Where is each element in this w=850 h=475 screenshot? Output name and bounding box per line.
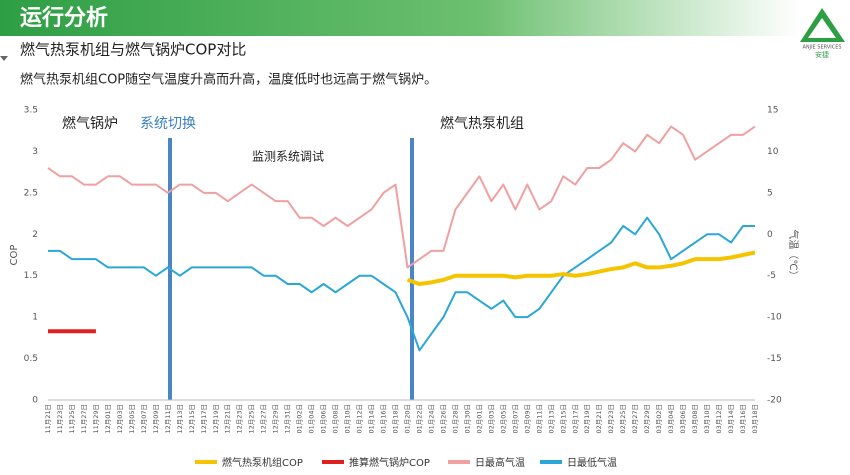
y-tick-label: 0.5 bbox=[24, 354, 38, 364]
y2-tick-label: -5 bbox=[767, 271, 776, 281]
y2-tick-label: 10 bbox=[767, 147, 779, 157]
annotation: 系统切换 bbox=[140, 115, 196, 132]
y2-tick-label: 15 bbox=[767, 106, 778, 116]
x-tick-label: 02月03日 bbox=[487, 404, 495, 434]
legend-label: 日最高气温 bbox=[475, 456, 525, 469]
x-tick-label: 02月13日 bbox=[547, 404, 555, 434]
y-tick-label: 3 bbox=[32, 147, 38, 157]
x-tick-label: 12月19日 bbox=[212, 404, 220, 434]
x-tick-label: 02月15日 bbox=[559, 404, 567, 434]
x-tick-label: 02月09日 bbox=[523, 404, 531, 434]
x-tick-label: 12月15日 bbox=[188, 404, 196, 434]
y2-tick-label: -20 bbox=[767, 396, 782, 406]
x-tick-label: 11月27日 bbox=[80, 404, 88, 434]
x-tick-label: 01月04日 bbox=[308, 404, 316, 434]
legend-label: 燃气热泵机组COP bbox=[222, 456, 303, 469]
y-tick-label: 1 bbox=[32, 313, 38, 323]
x-tick-label: 01月22日 bbox=[415, 404, 423, 434]
x-tick-label: 01月24日 bbox=[427, 404, 435, 434]
x-tick-label: 12月27日 bbox=[260, 404, 268, 434]
y2-tick-label: -10 bbox=[767, 313, 782, 323]
x-tick-label: 01月18日 bbox=[392, 404, 400, 434]
x-tick-label: 03月02日 bbox=[655, 404, 663, 434]
x-tick-label: 02月01日 bbox=[475, 404, 483, 434]
y2-tick-label: -15 bbox=[767, 354, 782, 364]
x-tick-label: 03月14日 bbox=[727, 404, 735, 434]
x-tick-label: 01月28日 bbox=[451, 404, 459, 434]
y-tick-label: 1.5 bbox=[24, 271, 38, 281]
legend-label: 推算燃气锅炉COP bbox=[349, 456, 430, 469]
series-line bbox=[48, 216, 755, 352]
description: 燃气热泵机组COP随空气温度升高而升高，温度低时也远高于燃气锅炉。 bbox=[20, 72, 437, 88]
x-tick-label: 12月17日 bbox=[200, 404, 208, 434]
x-tick-label: 01月10日 bbox=[344, 404, 352, 434]
x-tick-label: 02月23日 bbox=[607, 404, 615, 434]
x-tick-label: 12月29日 bbox=[272, 404, 280, 434]
title: 运行分析 bbox=[20, 5, 108, 31]
annotation: 监测系统调试 bbox=[252, 149, 324, 164]
x-tick-label: 03月08日 bbox=[691, 404, 699, 434]
x-tick-label: 12月21日 bbox=[224, 404, 232, 434]
x-tick-label: 02月11日 bbox=[535, 404, 543, 434]
x-tick-label: 12月25日 bbox=[248, 404, 256, 434]
y-axis-label: COP bbox=[9, 245, 20, 266]
x-tick-label: 01月06日 bbox=[320, 404, 328, 434]
annotation: 燃气锅炉 bbox=[62, 115, 118, 132]
y-tick-label: 2 bbox=[32, 230, 38, 240]
x-tick-label: 02月29日 bbox=[643, 404, 651, 434]
annotation: 燃气热泵机组 bbox=[440, 115, 524, 132]
x-tick-label: 11月29日 bbox=[92, 404, 100, 434]
x-tick-label: 02月21日 bbox=[595, 404, 603, 434]
y2-tick-label: 0 bbox=[767, 230, 773, 240]
x-tick-label: 03月12日 bbox=[715, 404, 723, 434]
x-tick-label: 01月12日 bbox=[356, 404, 364, 434]
x-tick-label: 01月02日 bbox=[296, 404, 304, 434]
x-tick-label: 12月07日 bbox=[140, 404, 148, 434]
x-tick-label: 12月11日 bbox=[164, 404, 172, 434]
x-tick-label: 01月26日 bbox=[439, 404, 447, 434]
x-tick-label: 11月21日 bbox=[44, 404, 52, 434]
logo-icon-inner bbox=[808, 18, 836, 38]
x-tick-label: 12月01日 bbox=[104, 404, 112, 434]
x-tick-label: 01月08日 bbox=[332, 404, 340, 434]
bullet bbox=[0, 56, 8, 61]
y-tick-label: 3.5 bbox=[24, 106, 38, 116]
x-tick-label: 11月23日 bbox=[56, 404, 64, 434]
x-tick-label: 03月10日 bbox=[703, 404, 711, 434]
x-tick-label: 12月05日 bbox=[128, 404, 136, 434]
series-line bbox=[406, 250, 756, 286]
x-tick-label: 02月19日 bbox=[583, 404, 591, 434]
x-tick-label: 01月14日 bbox=[368, 404, 376, 434]
x-tick-label: 03月06日 bbox=[679, 404, 687, 434]
x-tick-label: 03月18日 bbox=[751, 404, 759, 434]
x-tick-label: 02月05日 bbox=[499, 404, 507, 434]
x-tick-label: 02月07日 bbox=[511, 404, 519, 434]
x-tick-label: 03月04日 bbox=[667, 404, 675, 434]
series-line bbox=[47, 125, 756, 269]
logo-text: 安捷 bbox=[815, 50, 829, 59]
subtitle: 燃气热泵机组与燃气锅炉COP对比 bbox=[20, 41, 246, 59]
legend-label: 日最低气温 bbox=[567, 456, 617, 469]
y2-tick-label: 5 bbox=[767, 188, 773, 198]
x-tick-label: 01月16日 bbox=[380, 404, 388, 434]
x-tick-label: 12月23日 bbox=[236, 404, 244, 434]
x-tick-label: 12月31日 bbox=[284, 404, 292, 434]
y-tick-label: 0 bbox=[32, 396, 38, 406]
y-tick-label: 2.5 bbox=[24, 188, 38, 198]
x-tick-label: 03月16日 bbox=[739, 404, 747, 434]
x-tick-label: 02月25日 bbox=[619, 404, 627, 434]
x-tick-label: 02月17日 bbox=[571, 404, 579, 434]
x-tick-label: 11月25日 bbox=[68, 404, 76, 434]
x-tick-label: 01月20日 bbox=[403, 404, 411, 434]
x-tick-label: 12月03日 bbox=[116, 404, 124, 434]
x-tick-label: 02月27日 bbox=[631, 404, 639, 434]
x-tick-label: 12月13日 bbox=[176, 404, 184, 434]
y2-axis-label: 气温（℃） bbox=[787, 229, 800, 280]
header-bar bbox=[0, 0, 800, 36]
logo-text: ANJIE SERVICES bbox=[802, 45, 841, 51]
x-tick-label: 12月09日 bbox=[152, 404, 160, 434]
x-tick-label: 01月30日 bbox=[463, 404, 471, 434]
